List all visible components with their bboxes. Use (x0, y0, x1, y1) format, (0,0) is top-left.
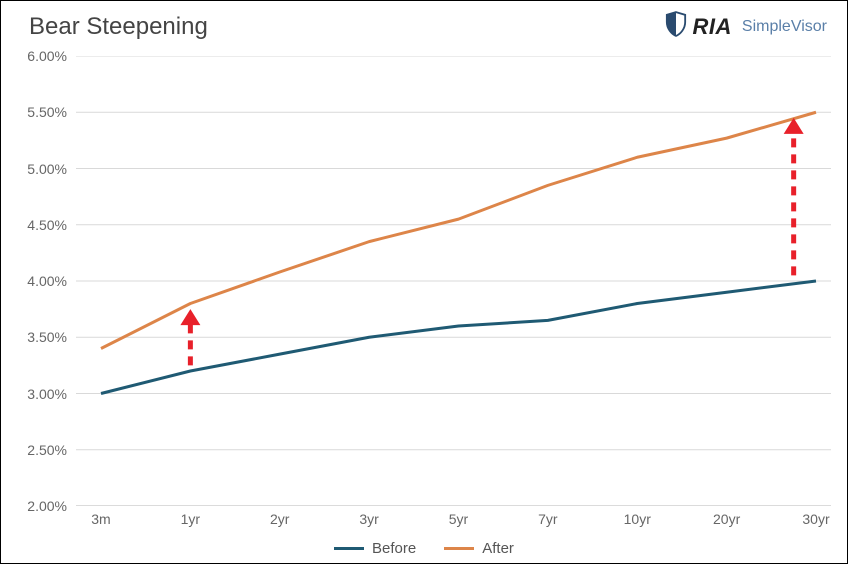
y-tick-label: 5.00% (7, 161, 67, 177)
brand-simplevisor-text: SimpleVisor (742, 18, 827, 36)
y-tick-label: 2.50% (7, 442, 67, 458)
y-tick-label: 4.50% (7, 217, 67, 233)
y-tick-label: 5.50% (7, 104, 67, 120)
series-group (101, 112, 816, 393)
y-tick-label: 3.50% (7, 329, 67, 345)
chart-container: Bear Steepening RIA SimpleVisor 2.00% 2.5… (0, 0, 848, 564)
legend-swatch-after (444, 547, 474, 550)
plot-area (76, 56, 831, 506)
legend-swatch-before (334, 547, 364, 550)
y-tick-label: 3.00% (7, 386, 67, 402)
legend-item-after: After (444, 540, 514, 557)
x-tick-label: 2yr (270, 511, 289, 527)
brand-ria-text: RIA (693, 14, 732, 40)
chart-title: Bear Steepening (29, 13, 208, 41)
y-tick-label: 4.00% (7, 273, 67, 289)
gridlines (76, 56, 831, 506)
x-tick-label: 5yr (449, 511, 468, 527)
series-line-after (101, 112, 816, 348)
arrow-head (180, 309, 200, 325)
x-tick-label: 3yr (359, 511, 378, 527)
shield-icon (665, 11, 687, 42)
legend: Before After (1, 540, 847, 557)
x-tick-label: 7yr (538, 511, 557, 527)
x-tick-label: 10yr (624, 511, 651, 527)
arrows-group (180, 118, 803, 366)
x-tick-label: 3m (91, 511, 110, 527)
x-tick-label: 1yr (181, 511, 200, 527)
brand-block: RIA SimpleVisor (665, 11, 827, 42)
legend-item-before: Before (334, 540, 416, 557)
x-tick-label: 20yr (713, 511, 740, 527)
legend-label-before: Before (372, 540, 416, 557)
y-tick-label: 6.00% (7, 48, 67, 64)
legend-label-after: After (482, 540, 514, 557)
x-tick-label: 30yr (802, 511, 829, 527)
y-tick-label: 2.00% (7, 498, 67, 514)
